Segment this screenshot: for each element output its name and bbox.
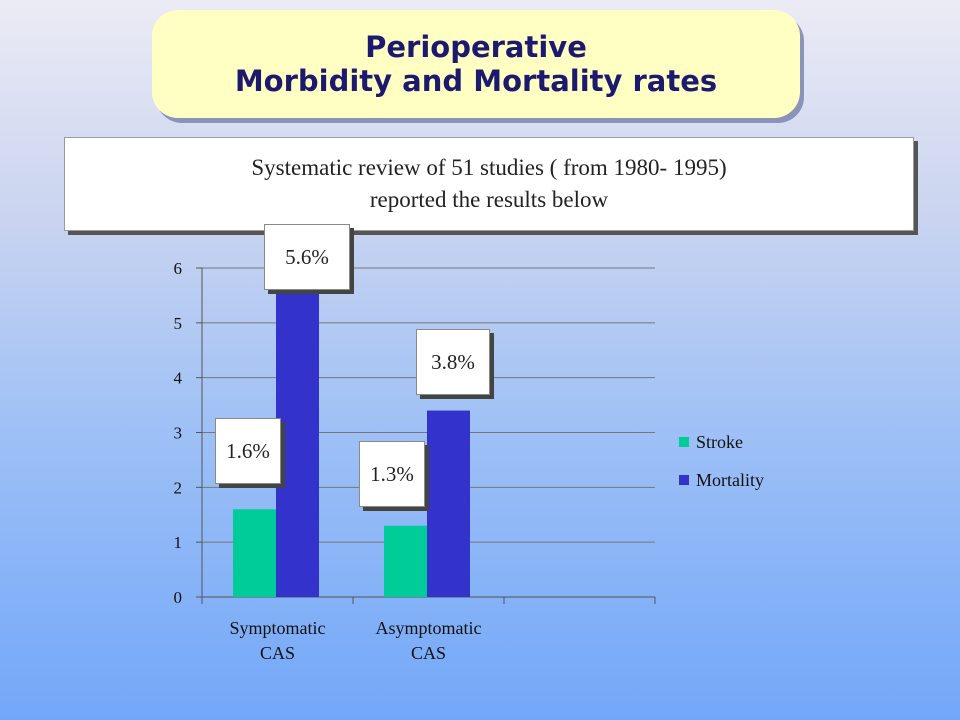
y-tick-label: 5 xyxy=(174,314,183,333)
category-label: CAS xyxy=(411,643,446,663)
y-tick-label: 1 xyxy=(174,533,183,552)
legend-label-stroke: Stroke xyxy=(696,432,743,452)
bar-stroke xyxy=(384,525,427,597)
bar-mortality xyxy=(427,410,470,597)
title-line-2: Morbidity and Mortality rates xyxy=(234,64,718,98)
legend-swatch-stroke xyxy=(679,437,689,447)
value-callout: 3.8% xyxy=(416,329,490,395)
subtitle-line-2: reported the results below xyxy=(369,187,609,212)
bar-mortality xyxy=(276,289,319,597)
y-tick-label: 6 xyxy=(174,259,183,278)
category-label: Symptomatic xyxy=(230,618,326,638)
y-tick-label: 4 xyxy=(174,369,183,388)
y-tick-label: 3 xyxy=(174,424,183,443)
y-tick-label: 0 xyxy=(174,588,183,607)
category-label: CAS xyxy=(260,643,295,663)
bar-stroke xyxy=(233,509,276,597)
subtitle-line-1: Systematic review of 51 studies ( from 1… xyxy=(251,155,727,180)
subtitle-box: Systematic review of 51 studies ( from 1… xyxy=(64,137,914,231)
value-callout: 1.6% xyxy=(215,418,281,484)
y-tick-label: 2 xyxy=(174,478,183,497)
value-callout: 1.3% xyxy=(359,441,425,507)
legend-label-mortality: Mortality xyxy=(696,470,764,490)
category-label: Asymptomatic xyxy=(376,618,482,638)
title-box: Perioperative Morbidity and Mortality ra… xyxy=(152,10,800,118)
legend-swatch-mortality xyxy=(679,475,689,485)
title-line-1: Perioperative xyxy=(365,30,587,64)
value-callout: 5.6% xyxy=(264,224,350,290)
